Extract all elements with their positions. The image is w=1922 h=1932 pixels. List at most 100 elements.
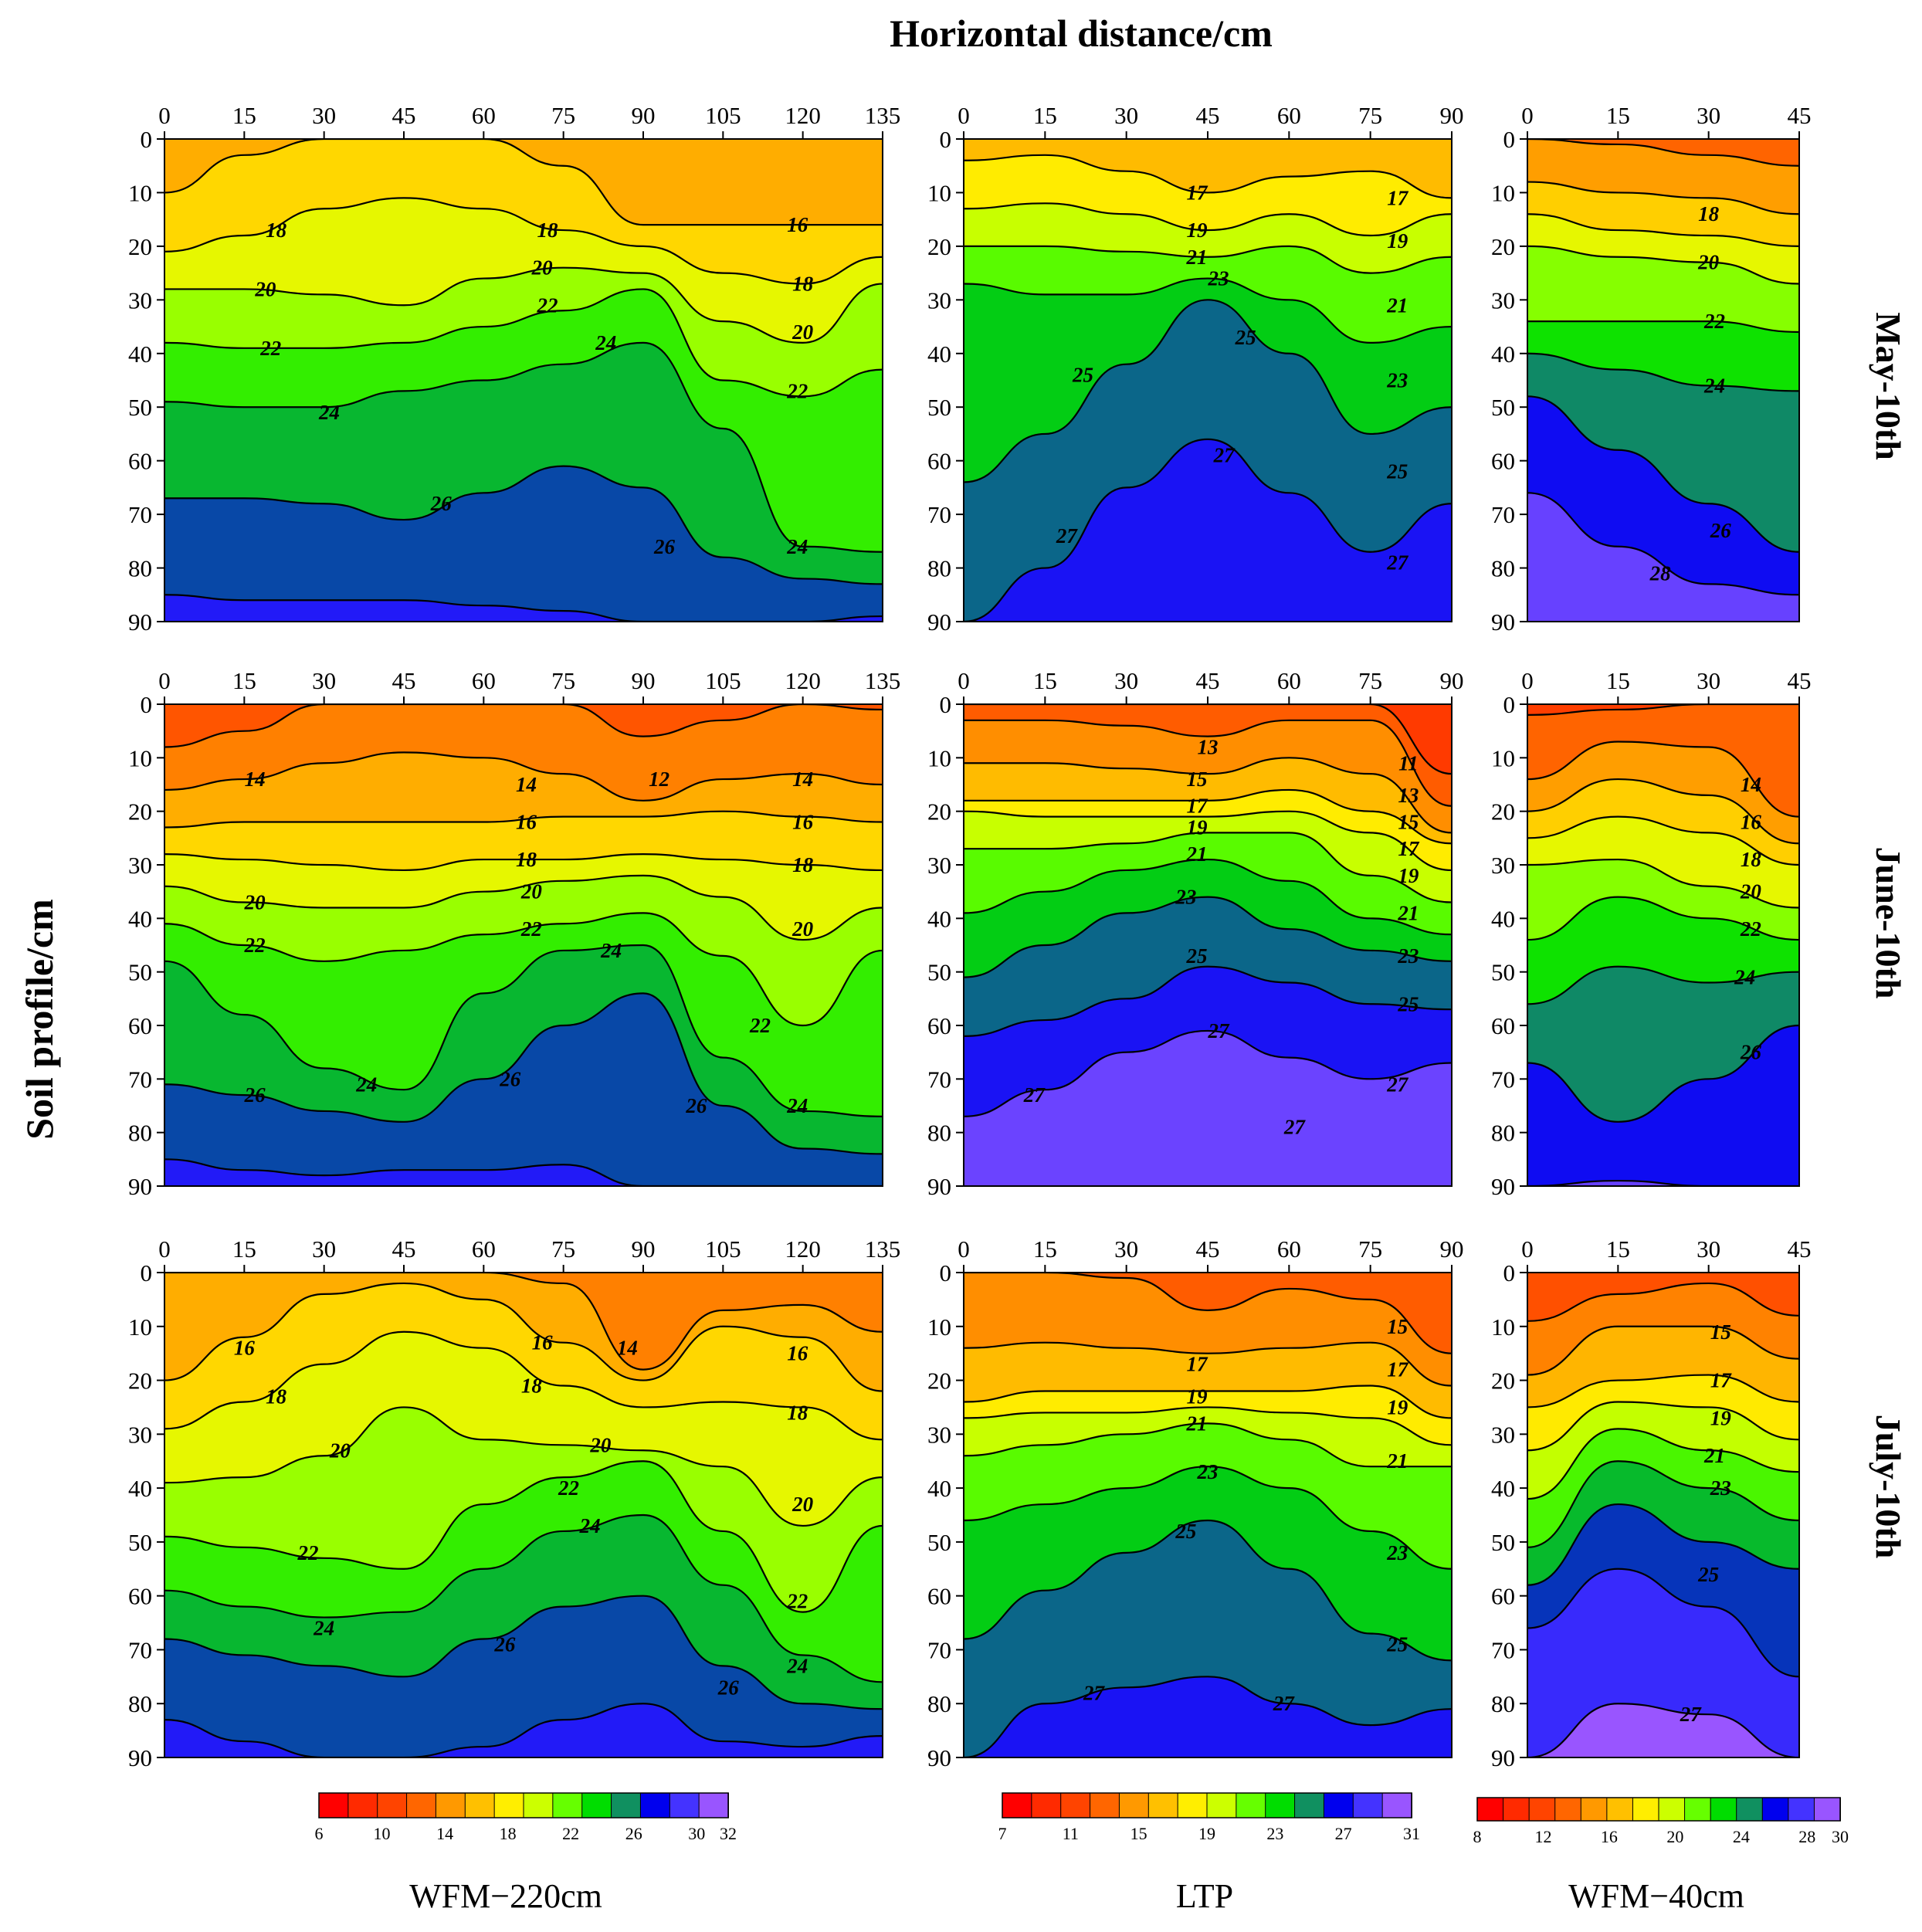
colorbar-swatch	[552, 1792, 583, 1818]
x-tick-label: 15	[232, 667, 256, 694]
y-tick-label: 40	[1491, 341, 1515, 368]
y-tick-label: 30	[128, 1421, 152, 1448]
colorbar-swatch	[493, 1792, 525, 1818]
contour-line	[1527, 1703, 1799, 1757]
contour-label: 27	[1680, 1703, 1703, 1726]
y-tick-label: 80	[927, 1120, 951, 1147]
colorbar-tick-label: 27	[1335, 1824, 1352, 1843]
contour-line	[964, 1029, 1452, 1117]
contour-label: 14	[245, 768, 266, 791]
contour-label: 20	[244, 891, 266, 914]
contour-line	[964, 1466, 1452, 1570]
contour-label: 25	[1175, 1520, 1196, 1543]
contour-label: 16	[234, 1337, 256, 1360]
colorbar: 7 11 15 19 23 27 31	[998, 1792, 1420, 1843]
contour-label: 22	[558, 1476, 579, 1500]
contour-label: 25	[1386, 1632, 1408, 1656]
y-tick-label: 80	[1491, 1690, 1515, 1717]
y-tick-label: 90	[927, 1744, 951, 1771]
contour-label: 16	[787, 1342, 808, 1365]
contour-label: 20	[1697, 251, 1720, 274]
contour-line	[1527, 1460, 1799, 1548]
contour-label: 18	[787, 1401, 808, 1424]
x-tick-label: 75	[1358, 667, 1382, 694]
y-tick-label: 0	[1503, 1259, 1516, 1286]
contour-line	[1527, 1503, 1799, 1586]
colorbar-swatch	[1503, 1797, 1530, 1822]
y-tick-label: 10	[927, 744, 951, 771]
y-tick-label: 60	[1491, 1012, 1515, 1039]
y-tick-label: 30	[1491, 286, 1515, 314]
y-tick-label: 40	[128, 1475, 152, 1502]
y-tick-label: 40	[927, 905, 951, 932]
colorbar-tick-label: 26	[625, 1824, 642, 1843]
contour-panel: 0 15 30 45 0 10 20 30 40 50 60 70 80 90 14 16 18 20 22 24 26	[1491, 667, 1812, 1200]
colorbar-swatch	[347, 1792, 378, 1818]
contour-line	[964, 1385, 1452, 1419]
contour-label: 24	[600, 939, 622, 962]
colorbar-tick-label: 31	[1403, 1824, 1420, 1843]
x-tick-label: 75	[1358, 1235, 1382, 1263]
colorbar-swatch	[1736, 1797, 1764, 1822]
colorbar-swatch	[1002, 1792, 1032, 1818]
contour-line	[964, 810, 1452, 872]
y-tick-label: 30	[927, 1421, 951, 1448]
contour-label: 26	[493, 1632, 516, 1656]
x-tick-label: 0	[158, 102, 171, 129]
contour-band	[1527, 1703, 1799, 1757]
contour-label: 17	[1710, 1369, 1733, 1392]
x-tick-label: 60	[1277, 102, 1301, 129]
contour-panel: 0 15 30 45 0 10 20 30 40 50 60 70 80 90 18 20 22 24 26 28	[1491, 102, 1812, 636]
x-tick-label: 45	[1196, 667, 1220, 694]
contour-label: 22	[1703, 310, 1725, 333]
colorbar-swatch	[1323, 1792, 1354, 1818]
x-tick-label: 45	[1196, 1235, 1220, 1263]
y-tick-label: 50	[1491, 394, 1515, 421]
colorbar-swatch	[464, 1792, 496, 1818]
x-tick-label: 0	[958, 102, 970, 129]
x-tick-label: 90	[1440, 102, 1464, 129]
y-tick-label: 0	[141, 126, 153, 153]
contour-line	[164, 992, 883, 1155]
y-tick-label: 20	[927, 798, 951, 825]
colorbar-tick-label: 11	[1063, 1824, 1079, 1843]
contour-band	[964, 1676, 1452, 1757]
y-tick-label: 10	[1491, 179, 1515, 206]
contour-line	[164, 704, 883, 748]
x-tick-label: 60	[472, 102, 496, 129]
x-tick-label: 30	[312, 1235, 336, 1263]
x-tick-label: 75	[551, 667, 575, 694]
contour-label: 20	[329, 1439, 351, 1462]
colorbar-tick-label: 8	[1473, 1827, 1482, 1846]
contour-line	[1527, 704, 1799, 716]
contour-line	[964, 1422, 1452, 1468]
y-tick-label: 30	[128, 852, 152, 879]
contour-line	[164, 341, 883, 553]
contour-line	[964, 245, 1452, 274]
contour-label: 12	[649, 768, 669, 791]
y-tick-label: 20	[927, 233, 951, 260]
contour-label: 25	[1235, 326, 1256, 349]
plot-frame	[164, 138, 883, 622]
y-tick-label: 50	[128, 1529, 152, 1556]
y-tick-label: 20	[927, 1368, 951, 1395]
x-tick-label: 90	[1440, 667, 1464, 694]
y-tick-label: 70	[927, 501, 951, 528]
contour-label: 19	[1398, 864, 1419, 887]
contour-panel: 0 15 30 45 60 75 90 0 10 20 30 40 50 60 70 80 90 13 11 13 15…	[927, 667, 1464, 1200]
contour-line	[164, 810, 883, 829]
contour-label: 22	[537, 293, 558, 317]
contour-label: 13	[1198, 735, 1219, 758]
contour-label: 23	[1386, 1541, 1408, 1564]
y-tick-label: 80	[927, 1690, 951, 1717]
contour-label: 25	[1386, 460, 1408, 483]
y-tick-label: 40	[128, 905, 152, 932]
contour-line	[964, 1406, 1452, 1446]
column-label-ltp: LTP	[1176, 1877, 1233, 1915]
contour-label: 25	[1697, 1563, 1719, 1586]
contour-label: 23	[1386, 369, 1408, 392]
y-tick-label: 70	[1491, 1066, 1515, 1093]
x-tick-label: 30	[1697, 667, 1720, 694]
x-tick-label: 45	[392, 1235, 416, 1263]
contour-label: 16	[787, 213, 808, 236]
